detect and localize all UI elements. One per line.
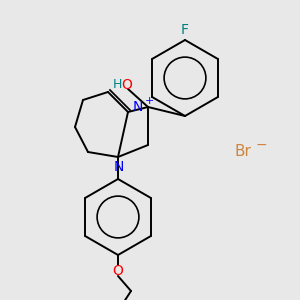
Text: O: O <box>122 78 132 92</box>
Text: −: − <box>256 138 268 152</box>
Text: F: F <box>181 23 189 37</box>
Text: N: N <box>133 100 143 114</box>
Text: H: H <box>112 79 122 92</box>
Text: +: + <box>144 96 154 106</box>
Text: O: O <box>112 264 123 278</box>
Text: Br: Br <box>235 145 252 160</box>
Text: N: N <box>114 160 124 174</box>
